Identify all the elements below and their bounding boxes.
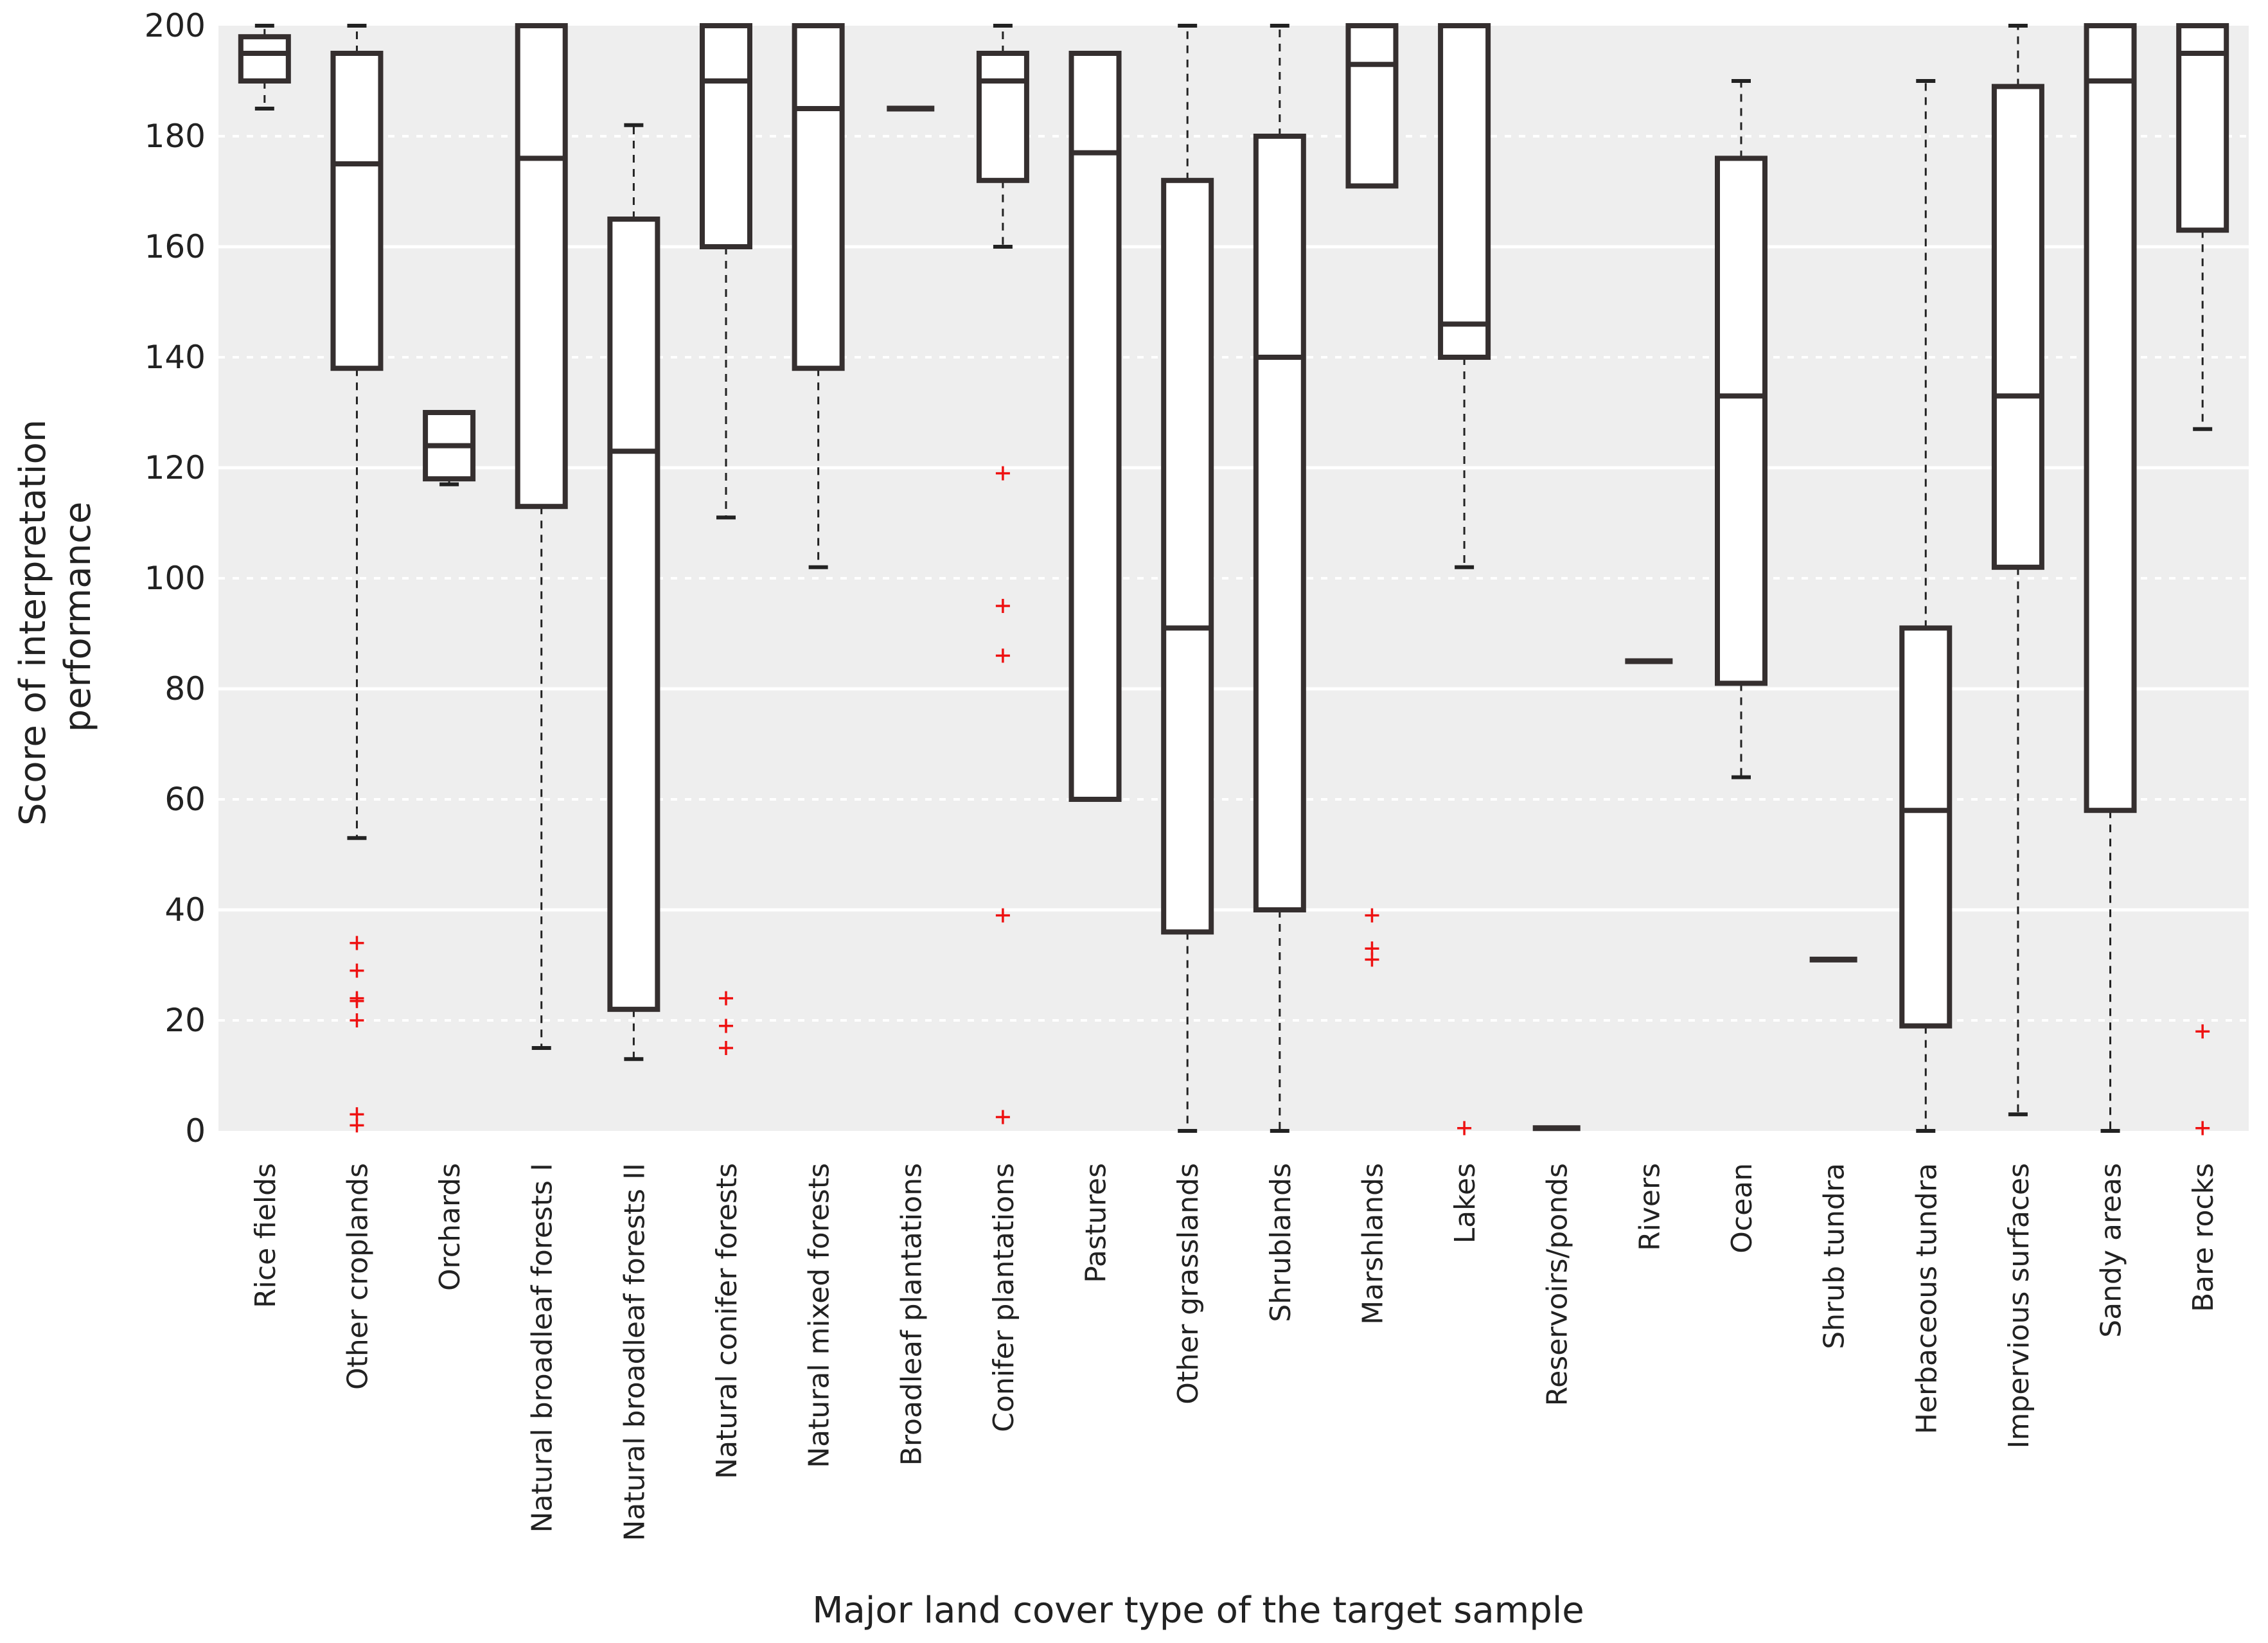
outlier-point: [350, 993, 364, 1008]
x-tick-label: Rice fields: [249, 1163, 282, 1308]
outlier-point: [995, 1110, 1010, 1124]
x-tick-label: Impervious surfaces: [2003, 1163, 2035, 1448]
outlier-point: [995, 599, 1010, 613]
y-tick-label: 60: [164, 781, 206, 818]
box-iqr: [2176, 23, 2229, 233]
outlier-point: [350, 1118, 364, 1133]
x-tick-label: Other croplands: [341, 1163, 374, 1390]
x-tick-label: Conifer plantations: [988, 1163, 1020, 1432]
x-tick-label: Rivers: [1633, 1163, 1666, 1251]
x-tick-label: Pastures: [1080, 1163, 1113, 1283]
x-tick-label: Herbaceous tundra: [1910, 1163, 1943, 1434]
y-tick-label: 20: [164, 1002, 206, 1039]
x-tick-label: Shrub tundra: [1818, 1163, 1851, 1349]
box-iqr: [1253, 134, 1306, 912]
outlier-point: [719, 1018, 733, 1033]
y-tick-label: 120: [145, 449, 206, 486]
outlier-point: [350, 963, 364, 978]
box-iqr: [1438, 23, 1491, 360]
x-tick-label: Sandy areas: [2095, 1163, 2128, 1338]
y-tick-label: 0: [185, 1112, 206, 1150]
y-axis-title: Score of interpretation performance: [12, 408, 99, 826]
y-tick-label: 200: [145, 7, 206, 44]
y-axis-title-line-1: Score of interpretation: [12, 420, 54, 826]
x-tick-label: Natural broadleaf forests I: [526, 1163, 559, 1533]
x-tick-label: Other grasslands: [1172, 1163, 1205, 1405]
box-iqr: [1068, 51, 1122, 802]
outlier-point: [2195, 1121, 2210, 1135]
box-iqr: [1991, 84, 2044, 570]
box-iqr: [792, 23, 845, 371]
outliers: [350, 466, 2210, 1135]
x-tick-label: Marshlands: [1356, 1163, 1389, 1325]
outlier-point: [350, 1013, 364, 1027]
y-tick-label: 180: [145, 118, 206, 155]
box-iqr: [238, 34, 291, 84]
box-iqr: [515, 23, 568, 510]
x-tick-label: Shrublands: [1264, 1163, 1297, 1322]
box-iqr: [976, 51, 1029, 183]
outlier-point: [719, 991, 733, 1006]
x-tick-label: Natural conifer forests: [711, 1163, 743, 1479]
box-iqr: [1345, 23, 1399, 189]
x-tick-label: Bare rocks: [2187, 1163, 2220, 1312]
x-tick-label: Natural mixed forests: [803, 1163, 836, 1468]
x-tick-label: Reservoirs/ponds: [1541, 1163, 1574, 1406]
box-iqr: [1161, 177, 1214, 935]
outlier-point: [1365, 952, 1379, 967]
y-tick-label: 100: [145, 560, 206, 597]
y-axis-title-line-2: performance: [57, 502, 99, 733]
outlier-point: [350, 936, 364, 950]
outlier-point: [719, 1041, 733, 1055]
y-tick-label: 140: [145, 339, 206, 376]
outlier-point: [995, 466, 1010, 481]
outlier-point: [1457, 1121, 1472, 1135]
outlier-point: [995, 908, 1010, 923]
y-tick-label: 40: [164, 891, 206, 928]
y-tick-label: 160: [145, 228, 206, 265]
x-tick-label: Lakes: [1449, 1163, 1482, 1243]
box-iqr: [607, 217, 660, 1012]
outlier-point: [995, 648, 1010, 663]
box-iqr: [2084, 23, 2137, 813]
box-iqr: [1899, 625, 1953, 1029]
box-iqr: [1715, 155, 1767, 686]
boxes: [238, 23, 2229, 1132]
box-iqr: [330, 51, 384, 371]
outlier-point: [2195, 1024, 2210, 1039]
x-axis-title: Major land cover type of the target samp…: [812, 1590, 1584, 1631]
x-tick-label: Ocean: [1726, 1163, 1759, 1254]
x-tick-label: Orchards: [434, 1163, 466, 1291]
box-iqr: [700, 23, 752, 249]
x-tick-label: Natural broadleaf forests II: [618, 1163, 651, 1541]
y-tick-label: 80: [164, 670, 206, 707]
y-axis-ticks: 0 20 40 60 80 100 120 140 160 180 200: [145, 7, 206, 1150]
outlier-point: [1365, 908, 1379, 923]
x-axis-ticks: Rice fields Other croplands Orchards Natura…: [249, 1163, 2220, 1541]
x-tick-label: Broadleaf plantations: [895, 1163, 928, 1466]
